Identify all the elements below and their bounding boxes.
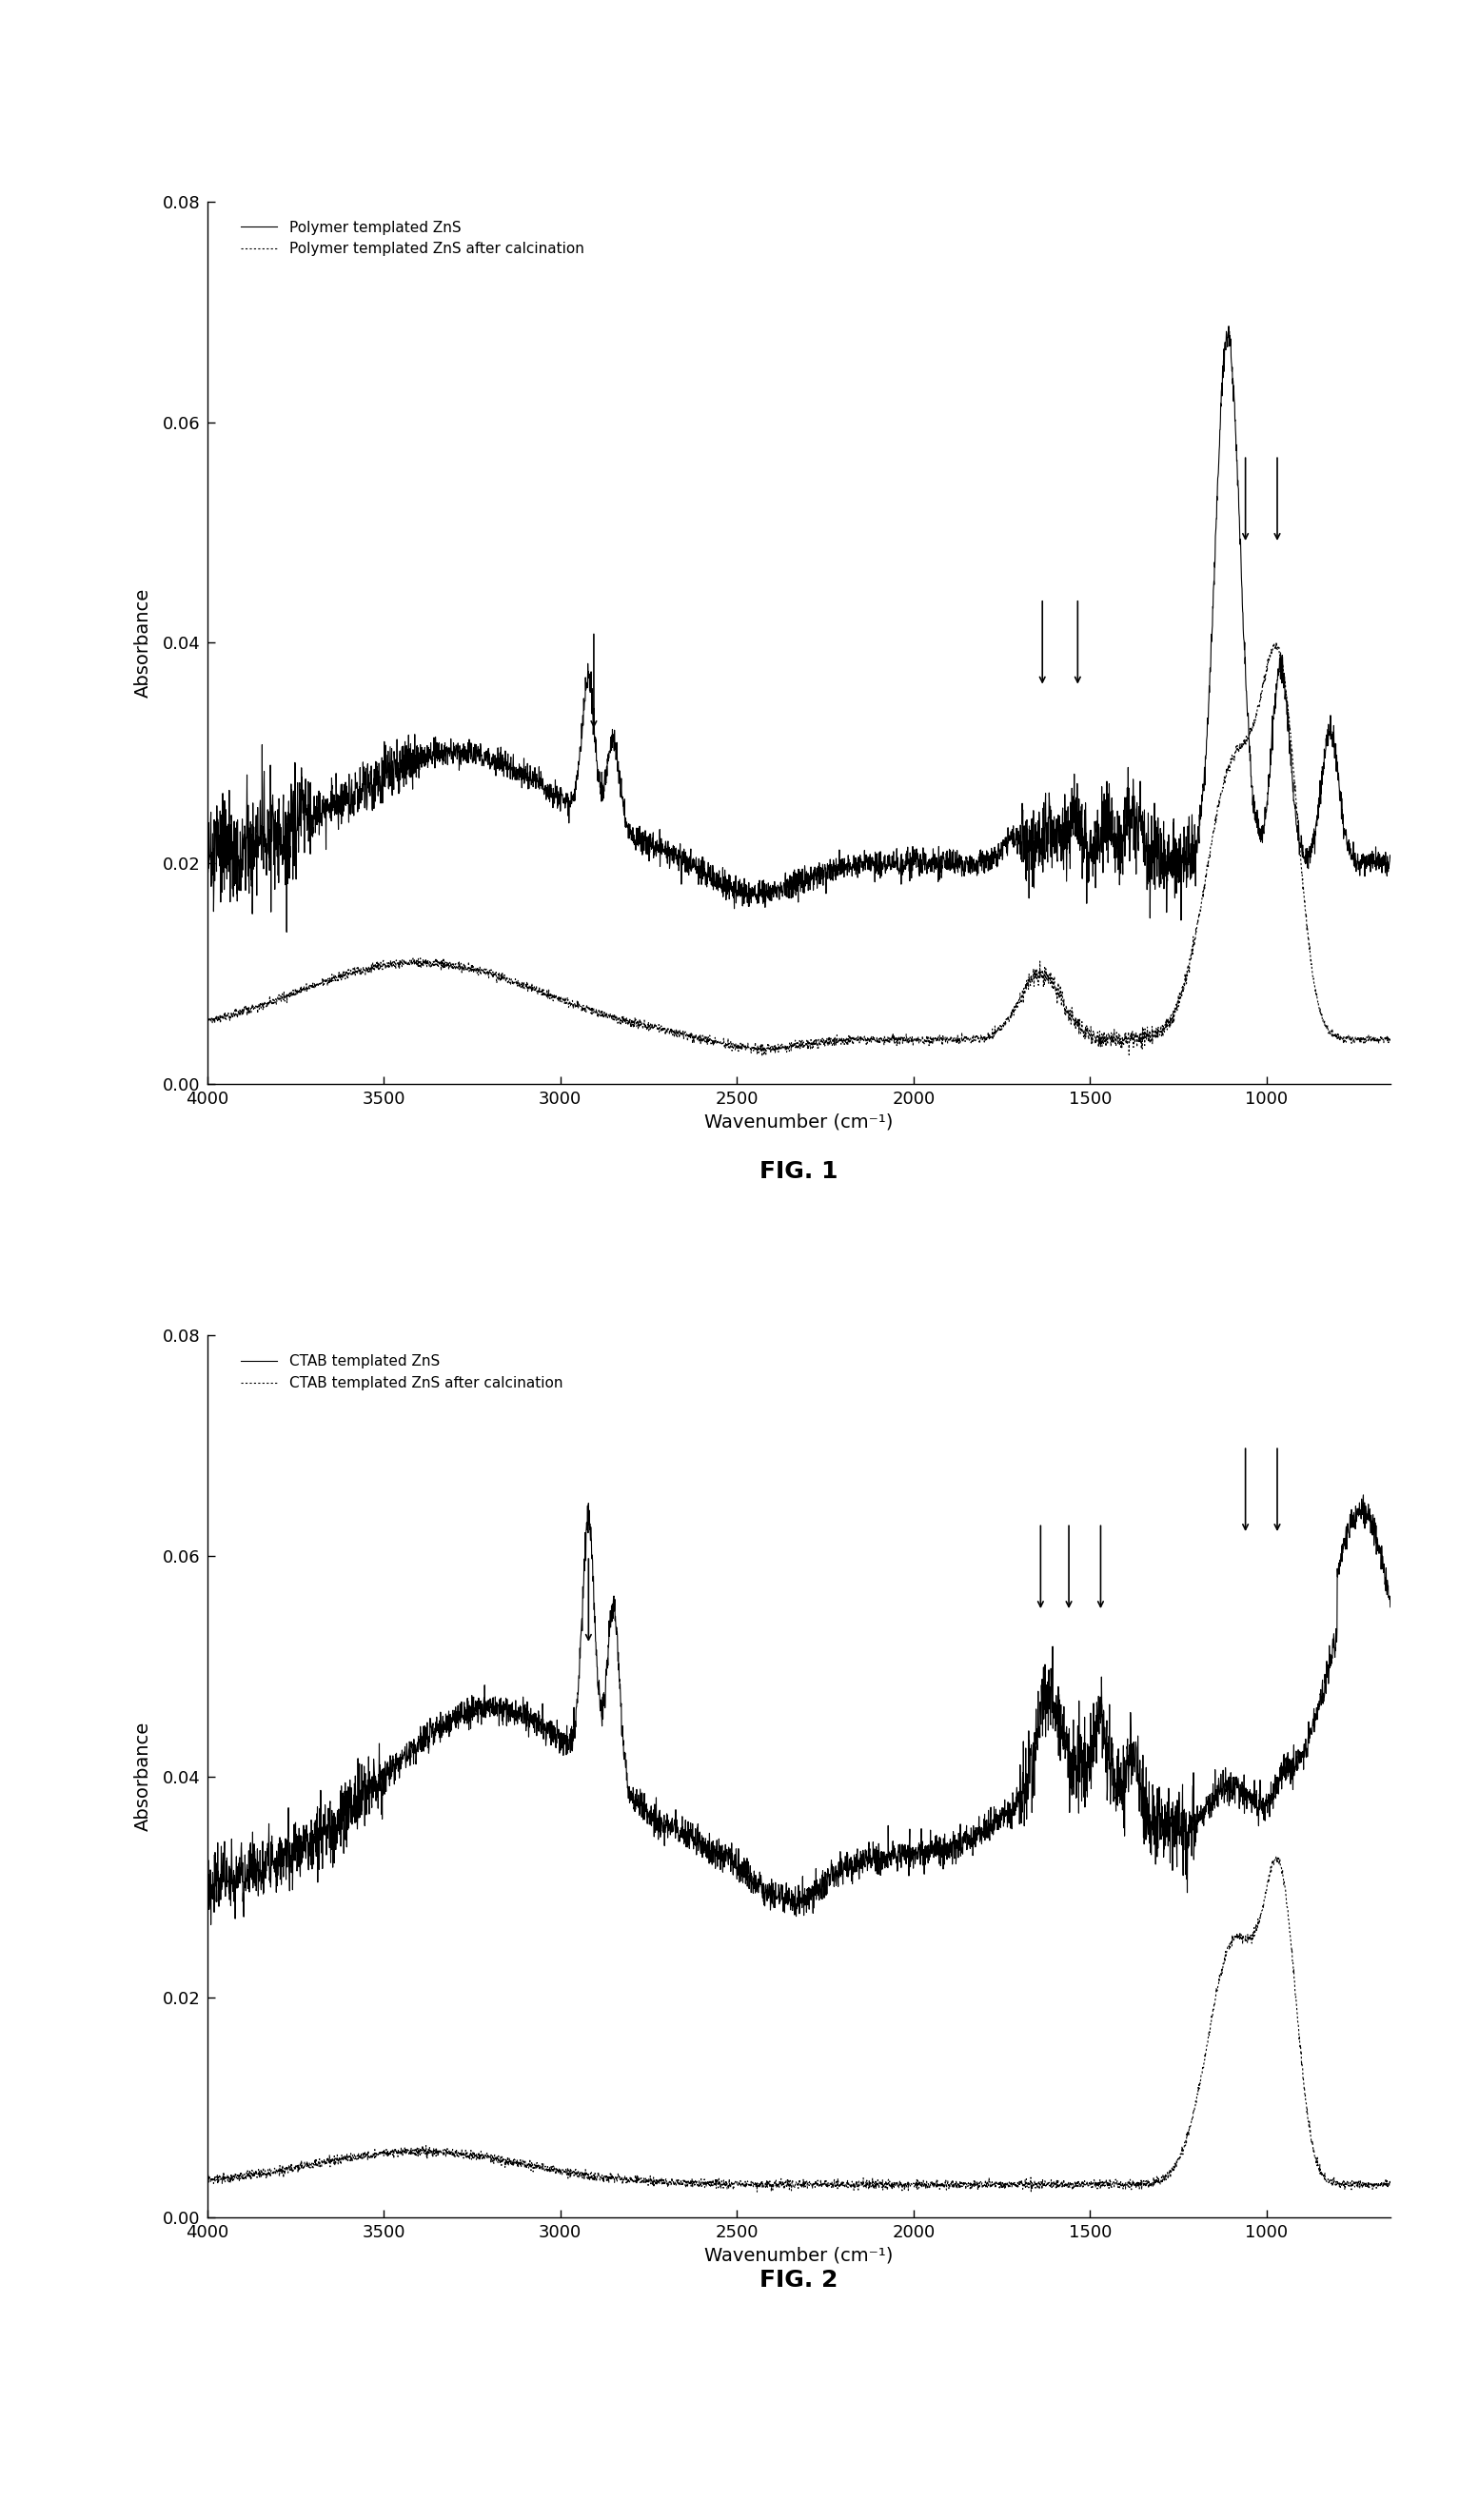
Polymer templated ZnS (1287, 799, 1304, 829)
Polymer templated ZnS (1057, 837, 1075, 867)
CTAB templated ZnS (1355, 1479, 1373, 1509)
Polymer templated ZnS after calcination (1287, 781, 1304, 811)
Text: FIG. 2: FIG. 2 (759, 2268, 839, 2293)
Polymer templated ZnS after calcination (695, 1026, 713, 1056)
Polymer templated ZnS after calcination (753, 1041, 771, 1071)
X-axis label: Wavenumber (cm⁻¹): Wavenumber (cm⁻¹) (704, 2248, 893, 2265)
Polymer templated ZnS after calcination (1381, 1026, 1399, 1056)
Polymer templated ZnS after calcination (704, 1026, 722, 1056)
X-axis label: Wavenumber (cm⁻¹): Wavenumber (cm⁻¹) (704, 1114, 893, 1131)
CTAB templated ZnS after calcination (1381, 2167, 1399, 2197)
CTAB templated ZnS (1381, 1593, 1399, 1623)
Polymer templated ZnS after calcination (198, 1008, 216, 1038)
CTAB templated ZnS after calcination (704, 2170, 722, 2200)
CTAB templated ZnS after calcination (1287, 1983, 1304, 2013)
Y-axis label: Absorbance: Absorbance (135, 587, 152, 698)
CTAB templated ZnS (760, 1880, 778, 1910)
CTAB templated ZnS (1346, 1502, 1364, 1532)
Line: CTAB templated ZnS after calcination: CTAB templated ZnS after calcination (207, 1857, 1390, 2192)
CTAB templated ZnS after calcination (748, 2177, 766, 2208)
Polymer templated ZnS after calcination (1346, 1028, 1364, 1058)
CTAB templated ZnS (1287, 1751, 1304, 1782)
Line: CTAB templated ZnS: CTAB templated ZnS (207, 1494, 1390, 1925)
Line: Polymer templated ZnS: Polymer templated ZnS (207, 325, 1390, 932)
Polymer templated ZnS after calcination (760, 1033, 778, 1063)
Polymer templated ZnS (695, 859, 713, 890)
Legend: CTAB templated ZnS, CTAB templated ZnS after calcination: CTAB templated ZnS, CTAB templated ZnS a… (235, 1348, 568, 1396)
CTAB templated ZnS after calcination (695, 2167, 713, 2197)
Polymer templated ZnS (278, 917, 296, 948)
Y-axis label: Absorbance: Absorbance (135, 1721, 152, 1832)
Polymer templated ZnS after calcination (1057, 998, 1075, 1028)
CTAB templated ZnS (198, 1885, 216, 1915)
Polymer templated ZnS (705, 857, 723, 887)
CTAB templated ZnS after calcination (760, 2172, 778, 2202)
Legend: Polymer templated ZnS, Polymer templated ZnS after calcination: Polymer templated ZnS, Polymer templated… (235, 214, 590, 262)
Polymer templated ZnS (198, 809, 216, 839)
Polymer templated ZnS (760, 879, 778, 910)
Polymer templated ZnS (1381, 842, 1399, 872)
CTAB templated ZnS after calcination (1057, 2170, 1075, 2200)
CTAB templated ZnS (695, 1827, 713, 1857)
Polymer templated ZnS after calcination (1268, 627, 1285, 658)
CTAB templated ZnS (1057, 1731, 1075, 1761)
Text: FIG. 1: FIG. 1 (759, 1159, 839, 1184)
CTAB templated ZnS after calcination (1346, 2167, 1364, 2197)
CTAB templated ZnS (203, 1910, 220, 1940)
CTAB templated ZnS after calcination (198, 2162, 216, 2192)
CTAB templated ZnS (705, 1837, 723, 1867)
CTAB templated ZnS after calcination (1268, 1842, 1285, 1872)
Polymer templated ZnS (1220, 310, 1238, 340)
Polymer templated ZnS (1346, 844, 1364, 874)
Line: Polymer templated ZnS after calcination: Polymer templated ZnS after calcination (207, 643, 1390, 1056)
